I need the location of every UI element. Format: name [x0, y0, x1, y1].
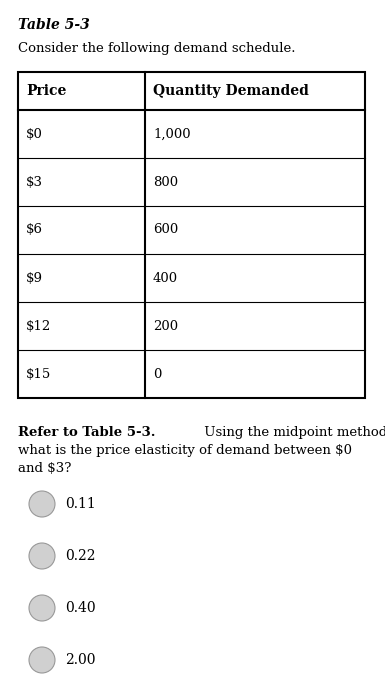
Text: 200: 200	[153, 319, 178, 332]
Text: 2.00: 2.00	[65, 653, 95, 667]
Text: what is the price elasticity of demand between $0: what is the price elasticity of demand b…	[18, 444, 352, 457]
Text: 0.22: 0.22	[65, 549, 95, 563]
Ellipse shape	[29, 595, 55, 621]
Bar	[18, 72, 365, 398]
Text: Price: Price	[26, 84, 66, 98]
Text: $15: $15	[26, 368, 51, 381]
Text: 400: 400	[153, 272, 178, 284]
Ellipse shape	[29, 647, 55, 673]
Text: $6: $6	[26, 223, 43, 237]
Text: 600: 600	[153, 223, 178, 237]
Text: 800: 800	[153, 176, 178, 188]
Ellipse shape	[29, 491, 55, 517]
Text: 0.11: 0.11	[65, 497, 96, 511]
Text: Consider the following demand schedule.: Consider the following demand schedule.	[18, 42, 296, 55]
Text: and $3?: and $3?	[18, 462, 71, 475]
Text: $0: $0	[26, 127, 43, 141]
Text: 0: 0	[153, 368, 161, 381]
Text: Table 5-3: Table 5-3	[18, 18, 90, 32]
Ellipse shape	[29, 543, 55, 569]
Text: 1,000: 1,000	[153, 127, 191, 141]
Text: $12: $12	[26, 319, 51, 332]
Text: 0.40: 0.40	[65, 601, 95, 615]
Text: Refer to Table 5-3.: Refer to Table 5-3.	[18, 426, 156, 439]
Text: Using the midpoint method,: Using the midpoint method,	[199, 426, 385, 439]
Text: $9: $9	[26, 272, 43, 284]
Text: Quantity Demanded: Quantity Demanded	[153, 84, 309, 98]
Text: $3: $3	[26, 176, 43, 188]
